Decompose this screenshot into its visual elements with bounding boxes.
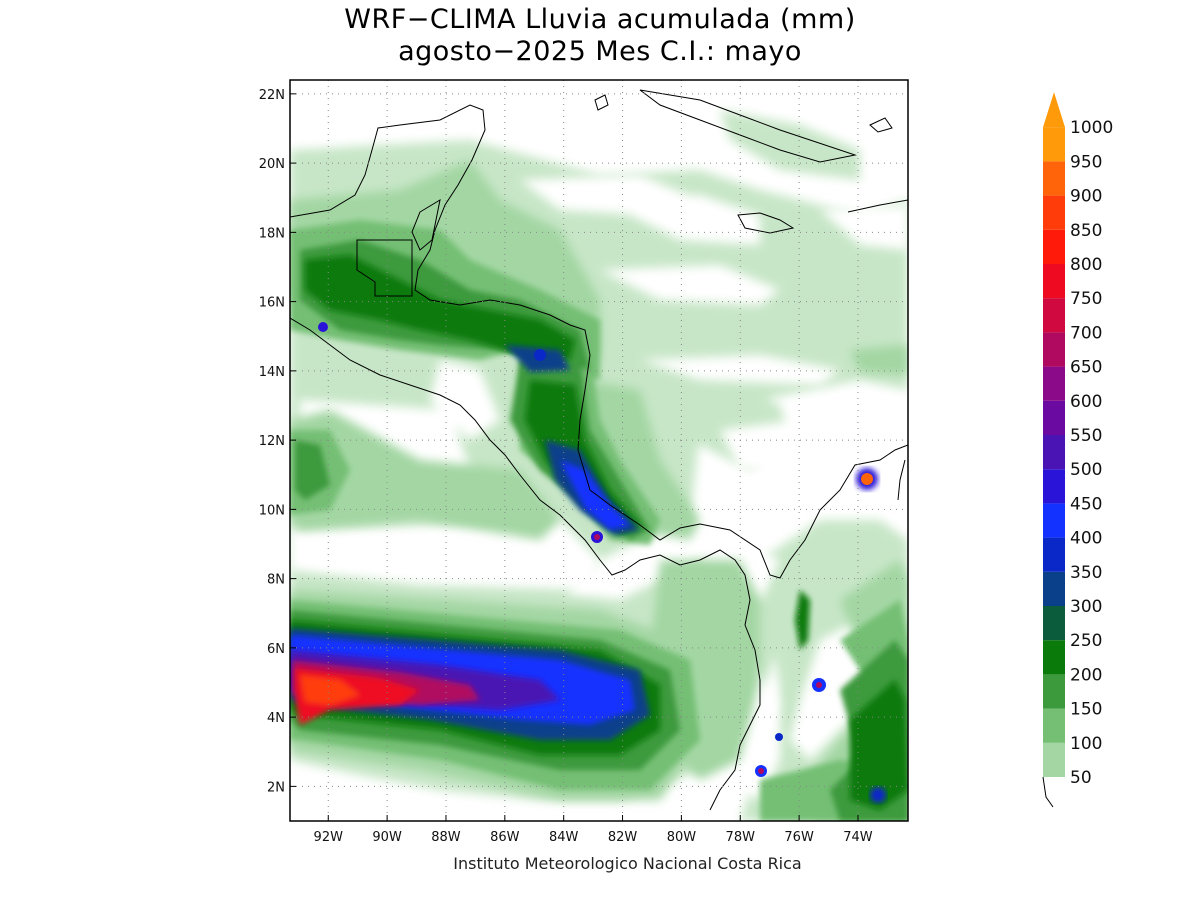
colorbar-swatch: [1043, 674, 1065, 709]
colorbar-label: 800: [1070, 255, 1102, 275]
lon-tick-label: 88W: [431, 830, 461, 845]
colorbar-label: 250: [1070, 631, 1102, 651]
colorbar-label: 300: [1070, 597, 1102, 617]
colorbar-swatch: [1043, 161, 1065, 196]
colorbar-swatch: [1043, 229, 1065, 264]
lon-tick-label: 76W: [784, 830, 814, 845]
lat-tick-label: 12N: [259, 434, 285, 449]
map-frame: [289, 79, 909, 822]
colorbar-label: 350: [1070, 563, 1102, 583]
lon-tick-label: 80W: [667, 830, 697, 845]
lat-tick-label: 16N: [259, 296, 285, 311]
lat-tick-label: 10N: [259, 503, 285, 518]
lat-tick-label: 22N: [259, 88, 285, 103]
colorbar-label: 600: [1070, 392, 1102, 412]
colorbar-swatch: [1043, 469, 1065, 504]
axis-ticks: 2N 4N 6N 8N 10N 12N 14N 16N 18N 20N 22N 92W 90W 88W 86…: [259, 88, 873, 845]
map-title-line-2: agosto−2025 Mes C.I.: mayo: [398, 36, 802, 67]
colorbar-swatch: [1043, 298, 1065, 333]
colorbar-label: 750: [1070, 289, 1102, 309]
lat-tick-label: 6N: [267, 642, 285, 657]
colorbar-label: 50: [1070, 768, 1092, 788]
map-title-line-1: WRF−CLIMA Lluvia acumulada (mm): [344, 4, 856, 35]
colorbar-swatch: [1043, 195, 1065, 230]
colorbar-label: 400: [1070, 529, 1102, 549]
colorbar-min-end: [1042, 776, 1054, 808]
colorbar-label: 150: [1070, 700, 1102, 720]
lat-tick-label: 2N: [267, 780, 285, 795]
colorbar-swatch: [1043, 503, 1065, 538]
lon-tick-label: 90W: [372, 830, 402, 845]
colorbar-swatch: [1043, 571, 1065, 606]
colorbar-max-arrow: [1043, 92, 1065, 128]
lat-tick-label: 20N: [259, 157, 285, 172]
colorbar-label: 650: [1070, 358, 1102, 378]
colorbar-swatch: [1043, 264, 1065, 299]
colorbar-swatch: [1043, 606, 1065, 641]
colorbar-swatch: [1043, 127, 1065, 162]
credit-text: Instituto Meteorologico Nacional Costa R…: [453, 854, 802, 873]
colorbar-swatch: [1043, 400, 1065, 435]
lat-tick-label: 14N: [259, 365, 285, 380]
lon-tick-label: 92W: [314, 830, 344, 845]
lon-tick-label: 74W: [843, 830, 873, 845]
lon-tick-label: 86W: [490, 830, 520, 845]
colorbar-label: 550: [1070, 426, 1102, 446]
lat-lon-grid: [290, 80, 908, 821]
lon-tick-label: 82W: [608, 830, 638, 845]
precipitation-field: [290, 80, 908, 821]
colorbar-label: 950: [1070, 152, 1102, 172]
colorbar-label: 450: [1070, 494, 1102, 514]
colorbar-swatch: [1043, 742, 1065, 777]
lat-tick-label: 8N: [267, 573, 285, 588]
lat-tick-label: 4N: [267, 711, 285, 726]
colorbar-label: 900: [1070, 187, 1102, 207]
colorbar: 50 100 150 200 250 300 350 400 450 500 550 600 650 70…: [1042, 92, 1113, 808]
colorbar-swatch: [1043, 708, 1065, 743]
colorbar-swatch: [1043, 537, 1065, 572]
colorbar-label: 700: [1070, 323, 1102, 343]
lon-tick-label: 78W: [726, 830, 756, 845]
colorbar-swatch: [1043, 640, 1065, 675]
colorbar-swatch: [1043, 435, 1065, 470]
lon-tick-label: 84W: [549, 830, 579, 845]
colorbar-label: 200: [1070, 665, 1102, 685]
coastlines: [290, 89, 908, 811]
lat-tick-label: 18N: [259, 226, 285, 241]
colorbar-label: 500: [1070, 460, 1102, 480]
colorbar-swatch: [1043, 332, 1065, 367]
colorbar-label: 100: [1070, 734, 1102, 754]
colorbar-label: 1000: [1070, 118, 1113, 138]
colorbar-swatch: [1043, 366, 1065, 401]
colorbar-label: 850: [1070, 221, 1102, 241]
